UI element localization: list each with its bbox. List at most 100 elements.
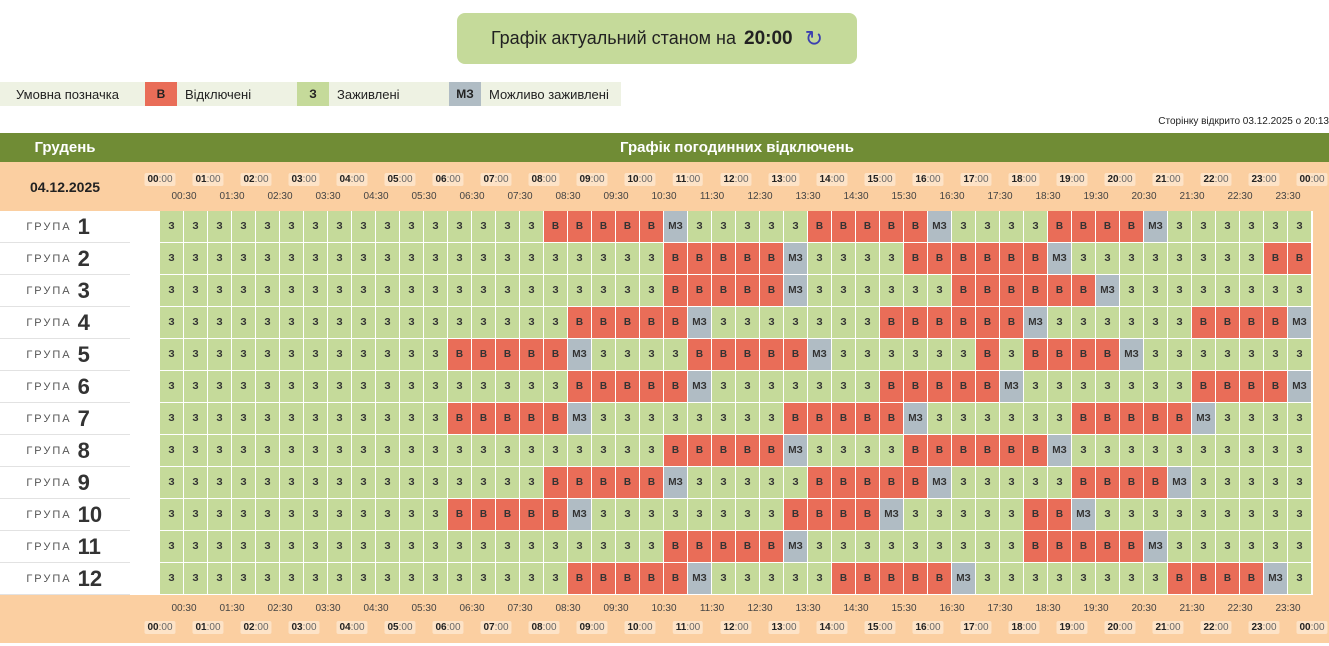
legend-off-swatch: В [145,82,177,106]
schedule-cell: МЗ [1024,307,1048,339]
bottom-hour-label: 19:00 [1056,621,1088,634]
schedule-cell: З [592,339,616,371]
top-half-hour-label: 10:30 [651,191,677,202]
schedule-cell: З [1144,243,1168,275]
banner-time: 20:00 [744,27,793,49]
schedule-cell: В [736,339,760,371]
schedule-cell: МЗ [664,211,688,243]
schedule-cell: З [592,275,616,307]
schedule-cell: В [664,531,688,563]
schedule-cell: В [1072,403,1096,435]
schedule-cell: З [208,563,232,595]
schedule-cell: З [1000,531,1024,563]
schedule-cell: В [1216,371,1240,403]
schedule-cell: З [1264,499,1288,531]
schedule-cell: В [592,307,616,339]
schedule-cell: З [1168,307,1192,339]
schedule-cell: В [712,435,736,467]
schedule-cell: З [328,435,352,467]
schedule-cell: В [856,563,880,595]
schedule-cell: В [904,563,928,595]
schedule-cell: З [472,211,496,243]
group-label: ГРУПА 6 [0,371,130,403]
schedule-cell: З [376,211,400,243]
schedule-cell: МЗ [664,467,688,499]
schedule-cell: З [280,275,304,307]
schedule-cell: З [232,563,256,595]
schedule-cell: З [424,467,448,499]
bottom-half-hour-label: 13:30 [795,603,821,614]
schedule-cell: В [976,307,1000,339]
schedule-cell: В [928,563,952,595]
group-label: ГРУПА 11 [0,531,130,563]
top-half-hour-label: 02:30 [267,191,293,202]
schedule-cell: З [904,499,928,531]
schedule-cell: МЗ [904,403,928,435]
group-number: 10 [77,501,103,527]
schedule-cell: З [1120,435,1144,467]
bottom-half-hour-label: 01:30 [219,603,245,614]
schedule-cell: В [976,243,1000,275]
schedule-cell: В [496,339,520,371]
bottom-hour-label: 17:00 [960,621,992,634]
schedule-cell: В [688,339,712,371]
bottom-half-hour-label: 04:30 [363,603,389,614]
schedule-cell: З [208,339,232,371]
schedule-cell: З [928,275,952,307]
schedule-cell: З [352,499,376,531]
top-half-hour-label: 20:30 [1131,191,1157,202]
schedule-cell: З [232,371,256,403]
schedule-cell: З [376,275,400,307]
schedule-cell: З [880,339,904,371]
bottom-half-hour-label: 03:30 [315,603,341,614]
schedule-cell: З [208,275,232,307]
schedule-cell: В [664,371,688,403]
group-word: ГРУПА [26,540,72,553]
group-number: 11 [77,533,101,559]
schedule-cell: З [784,563,808,595]
schedule-cell: В [784,499,808,531]
schedule-cell: В [976,275,1000,307]
schedule-cell: З [712,563,736,595]
schedule-cell: З [160,243,184,275]
schedule-cell: З [640,403,664,435]
group-number: 4 [77,309,90,335]
schedule-cell: З [784,371,808,403]
schedule-cell: З [232,211,256,243]
schedule-cell: МЗ [1192,403,1216,435]
schedule-cell: З [400,467,424,499]
schedule-cell: В [952,275,976,307]
legend-maybe-swatch: МЗ [449,82,481,106]
schedule-cell: З [472,563,496,595]
bottom-hour-label: 07:00 [480,621,512,634]
schedule-cell: З [376,499,400,531]
schedule-cell: З [496,243,520,275]
schedule-cell: З [448,467,472,499]
schedule-cell: З [424,243,448,275]
schedule-cell: З [1264,275,1288,307]
schedule-cell: В [1048,339,1072,371]
schedule-cell: МЗ [1144,211,1168,243]
bottom-hour-label: 18:00 [1008,621,1040,634]
schedule-cell: В [976,435,1000,467]
schedule-cell: В [688,275,712,307]
schedule-cell: З [592,243,616,275]
schedule-cell: З [1288,531,1312,563]
schedule-cell: МЗ [568,499,592,531]
schedule-cell: З [256,563,280,595]
schedule-cell: З [1072,371,1096,403]
schedule-cell: З [400,531,424,563]
schedule-cell: В [1024,531,1048,563]
schedule-cell: З [1048,467,1072,499]
top-half-hour-label: 07:30 [507,191,533,202]
group-row: З З З З З З З З З З З З В В В В В МЗ З З З З З З З З В В В В В МЗ З З З З З З… [160,403,1312,435]
refresh-icon[interactable]: ↻ [804,25,824,51]
schedule-cell: В [808,499,832,531]
schedule-cell: З [376,563,400,595]
schedule-cell: З [232,307,256,339]
schedule-cell: В [1144,403,1168,435]
schedule-cell: МЗ [1120,339,1144,371]
schedule-cell: В [520,403,544,435]
schedule-cell: З [448,275,472,307]
schedule-cell: З [616,435,640,467]
